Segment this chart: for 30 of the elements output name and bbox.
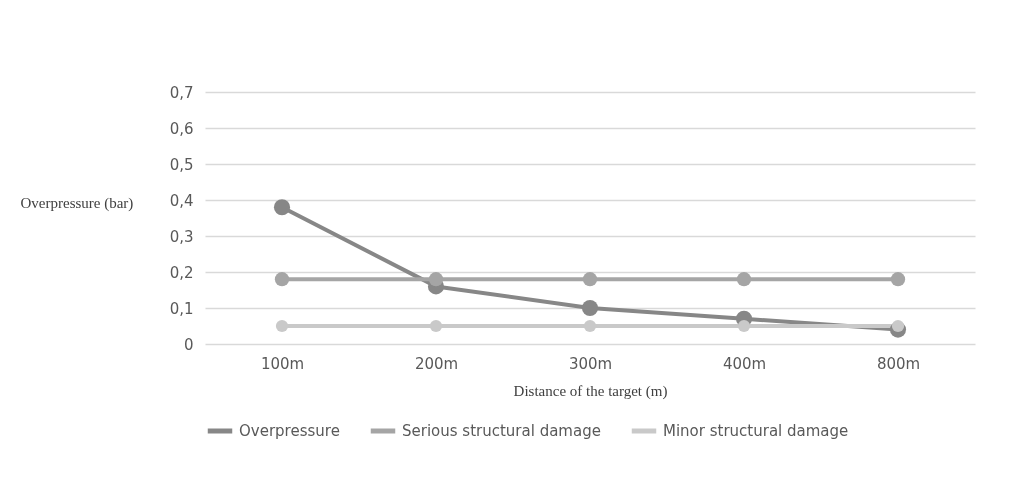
point [581, 299, 599, 317]
y-axis-title: Overpressure (bar) [20, 194, 134, 212]
x-tick-label: 300m [568, 354, 613, 373]
x-tick-label: 400m [722, 354, 767, 373]
legend-label: Minor structural damage [663, 422, 849, 440]
y-tick-label: 0,5 [169, 155, 194, 174]
point [428, 272, 444, 287]
point [891, 319, 905, 333]
x-axis-title: Distance of the target (m) [513, 382, 668, 400]
point [582, 272, 598, 287]
point [274, 272, 290, 287]
point [890, 272, 906, 287]
y-tick-label: 0,7 [169, 83, 194, 102]
point [583, 319, 597, 333]
point [429, 319, 443, 333]
y-tick-label: 0,6 [169, 119, 194, 138]
y-tick-label: 0,4 [169, 191, 194, 210]
point [273, 199, 291, 216]
point [275, 319, 289, 333]
point [737, 319, 751, 333]
legend-label: Overpressure [239, 422, 340, 440]
y-tick-label: 0,2 [169, 263, 194, 282]
x-tick-label: 200m [414, 354, 459, 373]
y-tick-label: 0,1 [169, 299, 194, 318]
x-tick-label: 800m [876, 354, 921, 373]
y-tick-label: 0,3 [169, 227, 194, 246]
legend-label: Serious structural damage [402, 422, 601, 440]
x-tick-label: 100m [260, 354, 305, 373]
y-tick-label: 0 [183, 335, 194, 354]
point [736, 272, 752, 287]
